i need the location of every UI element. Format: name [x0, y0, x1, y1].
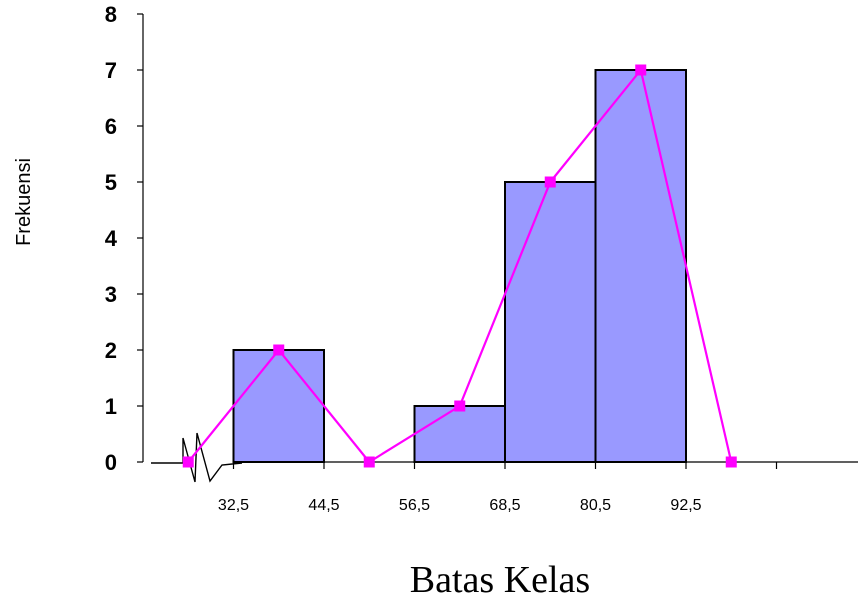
x-tick-label-4: 80,5	[580, 497, 611, 514]
histogram-bar-4	[594, 69, 687, 463]
x-tick-label-5: 92,5	[670, 497, 701, 514]
y-tick-label-1: 1	[105, 394, 117, 419]
x-tick-label-1: 44,5	[308, 497, 339, 514]
frequency-polygon	[182, 64, 737, 468]
x-tick-label-0: 32,5	[218, 497, 249, 514]
polygon-point-1	[273, 344, 285, 356]
histogram-bar-2	[413, 405, 506, 463]
x-axis-label: Batas Kelas	[410, 559, 590, 601]
y-axis-label: Frekuensi	[13, 158, 35, 246]
polygon-point-6	[725, 456, 737, 468]
y-tick-label-5: 5	[105, 170, 117, 195]
labels-layer: 0 1 2 3 4 5 6 7 8 32,5 44,5 56,5 68,5 80,5 92,5	[105, 2, 702, 514]
polygon-point-5	[635, 64, 647, 76]
y-tick-label-0: 0	[105, 450, 117, 475]
y-tick-label-4: 4	[105, 226, 118, 251]
polygon-point-4	[544, 176, 556, 188]
y-tick-label-8: 8	[105, 2, 117, 27]
y-tick-label-3: 3	[105, 282, 117, 307]
histogram-bar-0	[232, 349, 325, 463]
y-tick-label-2: 2	[105, 338, 117, 363]
polygon-point-0	[182, 456, 194, 468]
y-tick-label-6: 6	[105, 114, 117, 139]
axis-break-zigzag	[151, 432, 243, 483]
x-tick-label-3: 68,5	[489, 497, 520, 514]
polygon-point-2	[363, 456, 375, 468]
polygon-point-3	[454, 400, 466, 412]
histogram-bar-3	[504, 181, 597, 463]
axis-break	[151, 432, 243, 483]
x-tick-label-2: 56,5	[399, 497, 430, 514]
y-tick-label-7: 7	[105, 58, 117, 83]
axes-layer	[137, 13, 858, 469]
